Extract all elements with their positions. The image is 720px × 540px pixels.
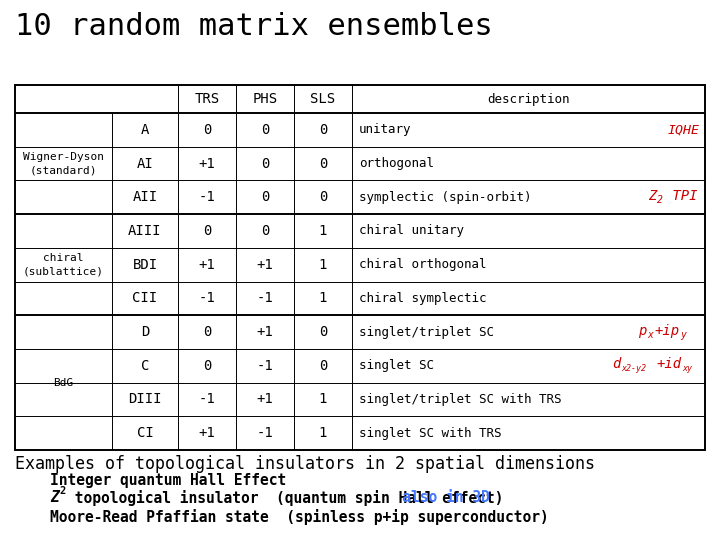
Text: TRS: TRS bbox=[194, 92, 220, 106]
Text: 0: 0 bbox=[319, 190, 327, 204]
Text: 0: 0 bbox=[203, 325, 211, 339]
Text: Z: Z bbox=[648, 189, 657, 202]
Text: chiral
(sublattice): chiral (sublattice) bbox=[23, 253, 104, 276]
Text: -1: -1 bbox=[199, 292, 215, 305]
Text: D: D bbox=[141, 325, 149, 339]
Text: -1: -1 bbox=[256, 292, 274, 305]
Text: Examples of topological insulators in 2 spatial dimensions: Examples of topological insulators in 2 … bbox=[15, 455, 595, 473]
Text: +ip: +ip bbox=[654, 323, 679, 338]
Text: +1: +1 bbox=[199, 157, 215, 171]
Text: also in 3D: also in 3D bbox=[376, 489, 490, 504]
Text: +1: +1 bbox=[199, 426, 215, 440]
Text: +1: +1 bbox=[256, 258, 274, 272]
Bar bbox=[15, 85, 705, 450]
Text: chiral symplectic: chiral symplectic bbox=[359, 292, 487, 305]
Text: AI: AI bbox=[137, 157, 153, 171]
Text: 0: 0 bbox=[261, 123, 269, 137]
Text: 0: 0 bbox=[319, 359, 327, 373]
Text: CI: CI bbox=[137, 426, 153, 440]
Text: 0: 0 bbox=[319, 123, 327, 137]
Text: 1: 1 bbox=[319, 292, 327, 305]
Text: y: y bbox=[680, 329, 686, 340]
Text: 1: 1 bbox=[319, 258, 327, 272]
Text: +1: +1 bbox=[199, 258, 215, 272]
Text: SLS: SLS bbox=[310, 92, 336, 106]
Text: +1: +1 bbox=[256, 393, 274, 407]
Text: x: x bbox=[647, 329, 653, 340]
Text: -1: -1 bbox=[256, 359, 274, 373]
Text: AIII: AIII bbox=[128, 224, 162, 238]
Text: p: p bbox=[638, 323, 647, 338]
Text: -1: -1 bbox=[199, 190, 215, 204]
Text: DIII: DIII bbox=[128, 393, 162, 407]
Text: 0: 0 bbox=[261, 157, 269, 171]
Text: chiral orthogonal: chiral orthogonal bbox=[359, 258, 487, 271]
Text: xy: xy bbox=[682, 364, 692, 373]
Text: symplectic (spin-orbit): symplectic (spin-orbit) bbox=[359, 191, 531, 204]
Text: singlet SC: singlet SC bbox=[359, 359, 434, 372]
Text: 1: 1 bbox=[319, 426, 327, 440]
Text: -1: -1 bbox=[256, 426, 274, 440]
Text: unitary: unitary bbox=[359, 123, 412, 137]
Text: 0: 0 bbox=[319, 325, 327, 339]
Text: 10 random matrix ensembles: 10 random matrix ensembles bbox=[15, 12, 492, 41]
Text: singlet/triplet SC with TRS: singlet/triplet SC with TRS bbox=[359, 393, 562, 406]
Text: singlet/triplet SC: singlet/triplet SC bbox=[359, 326, 494, 339]
Text: 0: 0 bbox=[203, 224, 211, 238]
Text: 1: 1 bbox=[319, 224, 327, 238]
Text: topological insulator  (quantum spin Hall effect): topological insulator (quantum spin Hall… bbox=[66, 489, 503, 505]
Text: IQHE: IQHE bbox=[668, 123, 700, 137]
Text: orthogonal: orthogonal bbox=[359, 157, 434, 170]
Text: 0: 0 bbox=[261, 190, 269, 204]
Text: description: description bbox=[487, 92, 570, 105]
Text: 0: 0 bbox=[203, 123, 211, 137]
Text: 0: 0 bbox=[261, 224, 269, 238]
Text: PHS: PHS bbox=[253, 92, 278, 106]
Text: Moore-Read Pfaffian state  (spinless p+ip superconductor): Moore-Read Pfaffian state (spinless p+ip… bbox=[50, 509, 549, 525]
Text: 2: 2 bbox=[59, 486, 66, 496]
Text: BDI: BDI bbox=[132, 258, 158, 272]
Text: d: d bbox=[612, 357, 621, 372]
Text: singlet SC with TRS: singlet SC with TRS bbox=[359, 427, 502, 440]
Text: AII: AII bbox=[132, 190, 158, 204]
Text: CII: CII bbox=[132, 292, 158, 305]
Text: 0: 0 bbox=[203, 359, 211, 373]
Text: 0: 0 bbox=[319, 157, 327, 171]
Text: 1: 1 bbox=[319, 393, 327, 407]
Text: TPI: TPI bbox=[664, 189, 698, 202]
Text: BdG: BdG bbox=[53, 377, 73, 388]
Text: C: C bbox=[141, 359, 149, 373]
Text: Wigner-Dyson
(standard): Wigner-Dyson (standard) bbox=[23, 152, 104, 175]
Text: 2: 2 bbox=[657, 195, 663, 205]
Text: -1: -1 bbox=[199, 393, 215, 407]
Text: Integer quantum Hall Effect: Integer quantum Hall Effect bbox=[50, 473, 287, 488]
Text: +1: +1 bbox=[256, 325, 274, 339]
Text: x2-y2: x2-y2 bbox=[621, 364, 646, 373]
Text: +id: +id bbox=[656, 357, 681, 372]
Text: Z: Z bbox=[50, 489, 59, 504]
Text: A: A bbox=[141, 123, 149, 137]
Text: chiral unitary: chiral unitary bbox=[359, 225, 464, 238]
